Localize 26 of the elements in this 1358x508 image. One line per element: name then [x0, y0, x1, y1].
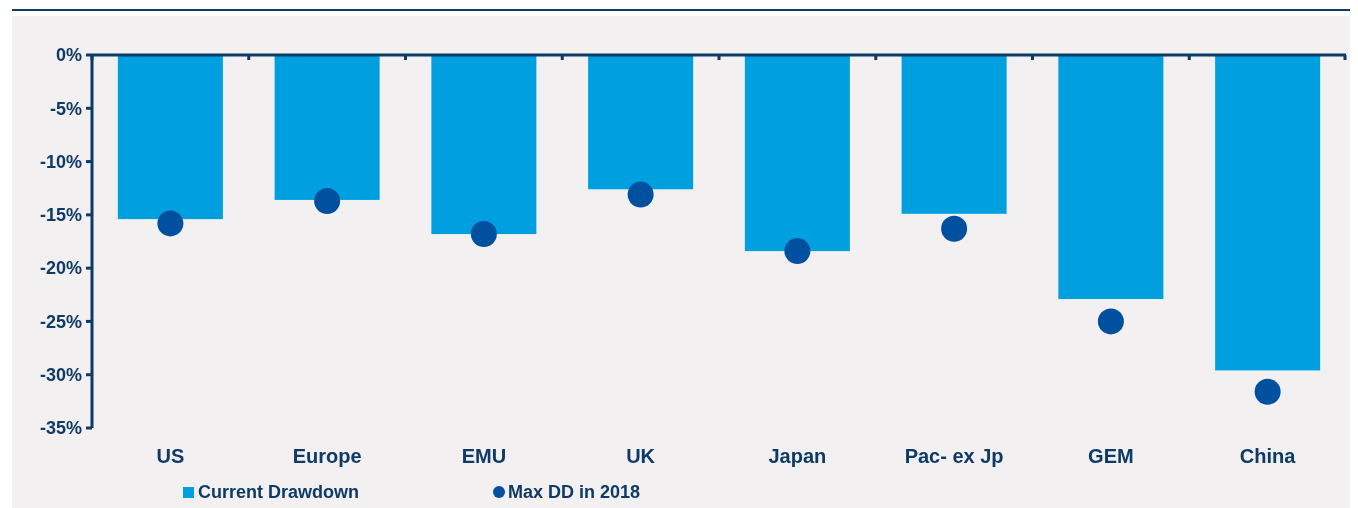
y-tick-label: -35% — [39, 418, 82, 439]
point — [1097, 308, 1124, 335]
x-tick-label: EMU — [461, 445, 507, 467]
y-tick-label: -10% — [39, 151, 82, 172]
point — [941, 215, 968, 242]
point — [314, 188, 341, 214]
x-tick-label: China — [1239, 445, 1297, 467]
y-tick-label: 0% — [55, 45, 82, 66]
legend-label: Current Drawdown — [198, 482, 360, 502]
point — [1254, 378, 1281, 405]
x-tick-label: Japan — [768, 445, 827, 467]
y-tick-label: -25% — [39, 311, 82, 332]
y-tick-label: -15% — [39, 205, 82, 226]
x-tick-label: Pac- ex Jp — [904, 445, 1004, 467]
point — [157, 210, 184, 237]
y-tick-label: -20% — [39, 258, 82, 279]
point — [470, 221, 497, 248]
point — [784, 238, 811, 265]
x-tick-label: Europe — [292, 445, 362, 467]
x-tick-label: US — [156, 445, 185, 467]
y-tick-label: -5% — [49, 98, 82, 119]
legend-label: Max DD in 2018 — [508, 482, 641, 502]
x-tick-label: GEM — [1088, 445, 1134, 467]
y-tick-label: -30% — [39, 365, 82, 386]
point — [627, 181, 654, 208]
x-tick-label: UK — [626, 445, 656, 467]
